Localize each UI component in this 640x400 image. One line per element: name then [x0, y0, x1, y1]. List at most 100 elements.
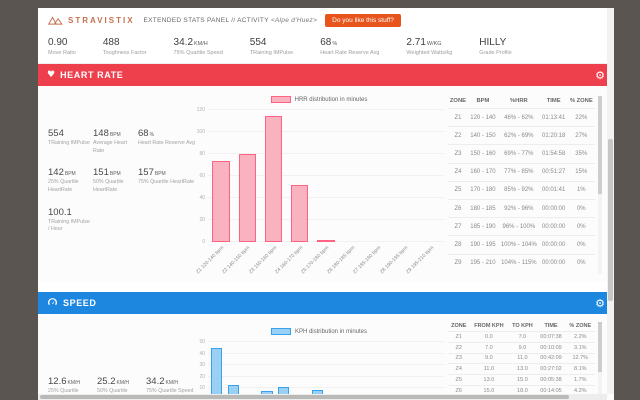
- table-row: Z2 7.0 9.0 00:10:09 3.1%: [448, 341, 595, 354]
- table-cell: Z1: [448, 107, 468, 127]
- table-cell: 0%: [567, 217, 595, 236]
- stat-item: 34.2KM/H 75% Quartile Speed: [146, 376, 194, 394]
- zone-table: ZONE FROM KPH TO KPH TIME% ZONE Z1 0.0 7.0 00:0…: [448, 320, 595, 400]
- table-scrollbar[interactable]: [598, 322, 602, 400]
- table-cell: 1.7%: [565, 374, 595, 386]
- table-scrollbar[interactable]: [598, 96, 602, 274]
- stat-item: 100.1 TRaining IMPulse / Hour: [48, 206, 90, 233]
- bar-slot: [208, 347, 225, 400]
- table-cell: Z9: [448, 253, 468, 272]
- x-axis-label: Z9 195-210 bpm: [404, 245, 436, 276]
- chart-legend: HRR distribution in minutes: [190, 96, 448, 103]
- x-axis-label: Z4 160-170 bpm: [273, 245, 305, 276]
- table-row: Z2 140 - 150 62% - 69% 01:20:18 27%: [448, 126, 595, 145]
- table-cell: 00:00:00: [539, 217, 568, 236]
- stat-item: 151BPM 50% Quartile HeartRate: [93, 167, 124, 194]
- vertical-scrollbar[interactable]: [607, 8, 614, 394]
- horizontal-scrollbar-thumb[interactable]: [40, 395, 570, 399]
- legend-swatch: [270, 328, 291, 335]
- table-row: Z4 11.0 13.0 00:27:02 8.1%: [448, 363, 595, 375]
- speed-settings-gear-icon[interactable]: ⚙: [595, 296, 605, 310]
- x-axis-label: Z7 185-190 bpm: [352, 245, 383, 276]
- page-title-text: EXTENDED STATS PANEL // ACTIVITY: [143, 16, 269, 24]
- table-row: Z6 15.0 18.0 00:14:05 4.2%: [448, 384, 595, 397]
- summary-stats-bar: 0.90 Move Ratio 488 Toughness Factor 34.2KM/…: [38, 32, 614, 64]
- x-axis-label: Z1 120-140 bpm: [195, 245, 226, 276]
- like-this-stuff-button[interactable]: Do you like this stuff?: [325, 13, 401, 27]
- stat-item: 148BPM Average Heart Rate: [93, 128, 128, 154]
- bar-slot: [313, 240, 339, 242]
- table-cell: 11.0: [508, 352, 537, 364]
- chart-plot-area: 01020304050: [199, 339, 444, 400]
- table-cell: Z6: [448, 198, 468, 218]
- table-cell: 0%: [567, 235, 595, 254]
- table-scrollbar-thumb[interactable]: [598, 322, 602, 372]
- table-cell: 13.0: [469, 374, 509, 386]
- chart-bar: [291, 185, 309, 242]
- table-cell: 150 - 160: [467, 144, 498, 164]
- chart-bar: [210, 347, 222, 400]
- heart-icon: ♥: [47, 69, 56, 80]
- table-cell: 160 - 170: [467, 162, 498, 182]
- bar-slots: [208, 110, 444, 242]
- speed-section: SPEED ⚙ 12.6KM/H25% Quartile Speed25.2KM…: [38, 292, 614, 400]
- stat-item: 0.90 Move Ratio: [48, 37, 76, 56]
- table-cell: 9.0: [508, 341, 537, 354]
- chart-plot-area: 0 20 40 60 80 100 120: [197, 107, 444, 245]
- stat-item: 68% Heart Rate Reserve Avg: [320, 37, 380, 56]
- x-axis-label: Z6 180-185 bpm: [326, 245, 357, 276]
- table-cell: 00:10:09: [536, 341, 566, 354]
- zone-table: ZONE BPM %HRR TIME % ZONE Z1 120 - 140 46% - 62…: [448, 94, 595, 272]
- table-cell: 46% - 62%: [497, 107, 540, 127]
- y-axis-tick: 80: [199, 151, 205, 157]
- heart-rate-section: ♥ HEART RATE ⚙ 554 TRaining IMPulse 148BPM…: [38, 64, 614, 282]
- table-cell: 185 - 190: [467, 217, 498, 236]
- gridline: [208, 375, 444, 377]
- y-axis-tick: 30: [199, 362, 205, 369]
- table-cell: 0%: [567, 198, 595, 218]
- table-cell: 12.7%: [565, 352, 595, 364]
- table-cell: Z6: [448, 384, 470, 397]
- table-cell: 22%: [567, 107, 595, 127]
- heart-rate-section-header: ♥ HEART RATE ⚙: [38, 64, 614, 86]
- heart-rate-settings-gear-icon[interactable]: ⚙: [595, 68, 605, 82]
- table-cell: 100% - 104%: [497, 235, 540, 254]
- heart-rate-zone-table: ZONE BPM %HRR TIME % ZONE Z1 120 - 140 46% - 62…: [448, 94, 602, 276]
- table-row: Z6 180 - 185 92% - 96% 00:00:00 0%: [448, 198, 595, 218]
- table-cell: 0.0: [469, 331, 509, 343]
- table-header: BPM: [476, 98, 490, 104]
- page-title: EXTENDED STATS PANEL // ACTIVITY <Alpe d…: [144, 17, 318, 24]
- horizontal-scrollbar[interactable]: [38, 394, 607, 400]
- activity-name: <Alpe d'Huez>: [270, 16, 318, 24]
- legend-swatch: [270, 96, 291, 103]
- chart-bar: [264, 115, 283, 242]
- bar-slot: [234, 153, 260, 242]
- table-cell: 120 - 140: [467, 107, 498, 127]
- table-cell: 01:20:18: [539, 126, 568, 145]
- table-header: %HRR: [509, 98, 528, 104]
- table-header: ZONE: [451, 322, 467, 329]
- table-row: Z4 160 - 170 77% - 85% 00:51:27 15%: [448, 162, 595, 182]
- table-cell: Z4: [448, 162, 468, 182]
- table-cell: 00:14:05: [536, 384, 566, 397]
- table-cell: 00:51:27: [539, 162, 568, 182]
- table-cell: 77% - 85%: [497, 162, 540, 182]
- table-cell: Z4: [448, 363, 470, 375]
- table-cell: 15.0: [508, 374, 537, 386]
- stat-item: 554 TRaining IMPulse: [249, 37, 294, 56]
- table-header: TIME: [544, 322, 558, 329]
- table-cell: 13.0: [508, 363, 537, 375]
- table-scrollbar-thumb[interactable]: [598, 96, 602, 194]
- gridline: [208, 341, 444, 342]
- y-axis-tick: 40: [199, 195, 205, 201]
- chart-bar: [238, 153, 256, 242]
- stat-item: 142BPM 25% Quartile HeartRate: [48, 167, 79, 194]
- table-row: Z5 13.0 15.0 00:05:38 1.7%: [448, 374, 595, 386]
- stat-item: 157BPM 75% Quartile HeartRate: [138, 167, 195, 186]
- vertical-scrollbar-thumb[interactable]: [608, 139, 613, 302]
- table-cell: 00:01:41: [539, 180, 568, 200]
- table-cell: 195 - 210: [467, 253, 498, 272]
- x-axis-label: Z5 170-180 bpm: [300, 245, 331, 276]
- table-cell: 00:00:00: [539, 198, 568, 218]
- y-axis-tick: 50: [199, 339, 205, 345]
